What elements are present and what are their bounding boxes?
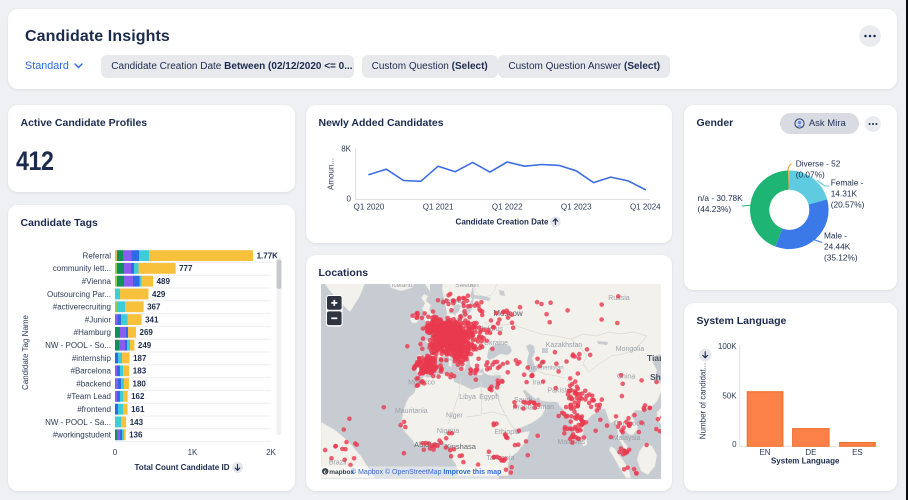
svg-text:Libya: Libya [459,394,476,401]
svg-text:ES: ES [852,448,863,457]
svg-text:269: 269 [140,328,154,337]
svg-text:(44.23%): (44.23%) [698,204,732,214]
svg-text:#Team Lead: #Team Lead [67,392,111,401]
svg-text:24.44K: 24.44K [824,242,851,252]
svg-text:Ethiopia: Ethiopia [494,429,519,436]
svg-text:Amoun...: Amoun... [327,158,336,190]
svg-text:Referral: Referral [83,251,112,260]
svg-text:#backend: #backend [76,379,111,388]
svg-text:System Language: System Language [771,457,840,466]
svg-text:1K: 1K [188,448,198,457]
svg-text:143: 143 [130,418,144,427]
svg-text:136: 136 [129,431,143,440]
svg-text:(0.07%): (0.07%) [796,170,825,180]
svg-text:Diverse - 52: Diverse - 52 [796,159,841,169]
svg-text:429: 429 [152,290,166,299]
svg-text:Sh: Sh [650,372,661,382]
svg-text:Pakistan: Pakistan [547,388,574,395]
svg-text:Female -: Female - [831,178,864,188]
svg-text:Q1 2021: Q1 2021 [423,203,454,212]
svg-text:Ukraine: Ukraine [484,340,508,347]
svg-text:Q1 2024: Q1 2024 [630,203,661,212]
svg-text:#Vienna: #Vienna [82,277,112,286]
svg-text:8K: 8K [341,145,351,154]
svg-text:Malaysia: Malaysia [613,435,641,442]
svg-text:#workingstudent: #workingstudent [53,431,112,440]
svg-text:Kinshasa: Kinshasa [445,442,477,451]
svg-text:Total Count Candidate ID: Total Count Candidate ID [135,463,230,472]
svg-text:Belarus: Belarus [479,326,503,333]
svg-text:(20.57%): (20.57%) [831,200,865,210]
svg-text:NW - POOL - So...: NW - POOL - So... [45,341,111,350]
svg-text:Niger: Niger [446,412,463,419]
svg-text:#Barcelona: #Barcelona [71,367,112,376]
svg-text:Kazakhstan: Kazakhstan [546,342,583,349]
svg-text:180: 180 [133,379,147,388]
svg-text:Q1 2023: Q1 2023 [561,203,592,212]
svg-text:#Junior: #Junior [85,315,112,324]
svg-text:Tian: Tian [647,353,661,363]
svg-text:Egypt: Egypt [479,394,497,401]
svg-text:Male -: Male - [824,231,847,241]
svg-text:#Hamburg: #Hamburg [74,328,111,337]
svg-text:0: 0 [347,195,352,204]
svg-text:100K: 100K [718,342,737,351]
svg-text:(35.12%): (35.12%) [824,253,858,263]
svg-text:0: 0 [113,448,118,457]
svg-text:community lett...: community lett... [53,264,111,273]
svg-text:NW - POOL - Sa...: NW - POOL - Sa... [45,418,111,427]
svg-text:249: 249 [138,341,152,350]
svg-text:Outsourcing Par...: Outsourcing Par... [47,290,111,299]
svg-text:161: 161 [131,405,145,414]
svg-text:China: China [617,374,635,381]
svg-text:Iceland: Iceland [392,284,413,289]
svg-text:367: 367 [147,303,161,312]
svg-text:n/a - 30.78K: n/a - 30.78K [698,193,744,203]
svg-text:489: 489 [157,277,171,286]
svg-text:Number of candidat...: Number of candidat... [699,363,708,439]
svg-text:0: 0 [732,440,737,449]
svg-text:#activerecruiting: #activerecruiting [53,303,111,312]
svg-text:162: 162 [131,392,145,401]
svg-text:Turkmenistan: Turkmenistan [527,366,563,372]
svg-text:187: 187 [133,354,147,363]
svg-text:© Mapbox © OpenStreetMap Impro: © Mapbox © OpenStreetMap Improve this ma… [351,468,501,476]
svg-text:Candidate Creation Date: Candidate Creation Date [456,218,549,227]
svg-text:#internship: #internship [72,354,112,363]
svg-text:183: 183 [133,367,147,376]
svg-text:#frontend: #frontend [77,405,111,414]
svg-text:Iran: Iran [532,380,544,387]
svg-text:50K: 50K [722,391,737,400]
svg-text:DE: DE [805,448,816,457]
svg-text:341: 341 [145,315,159,324]
svg-text:777: 777 [179,264,193,273]
svg-text:Oman: Oman [535,404,554,411]
svg-text:Candidate Tag Name: Candidate Tag Name [21,314,30,390]
svg-text:2K: 2K [266,448,276,457]
svg-text:Mauritania: Mauritania [395,408,428,415]
svg-text:mapbox: mapbox [329,469,354,476]
svg-text:Q1 2022: Q1 2022 [492,203,523,212]
svg-text:Q1 2020: Q1 2020 [354,203,385,212]
svg-text:c: c [324,470,327,476]
svg-text:Mongolia: Mongolia [616,346,645,353]
svg-text:Brazil: Brazil [329,459,347,466]
svg-text:14.31K: 14.31K [831,189,858,199]
svg-text:Sweden: Sweden [455,284,479,289]
svg-text:EN: EN [759,448,770,457]
svg-text:1.77K: 1.77K [257,251,279,260]
